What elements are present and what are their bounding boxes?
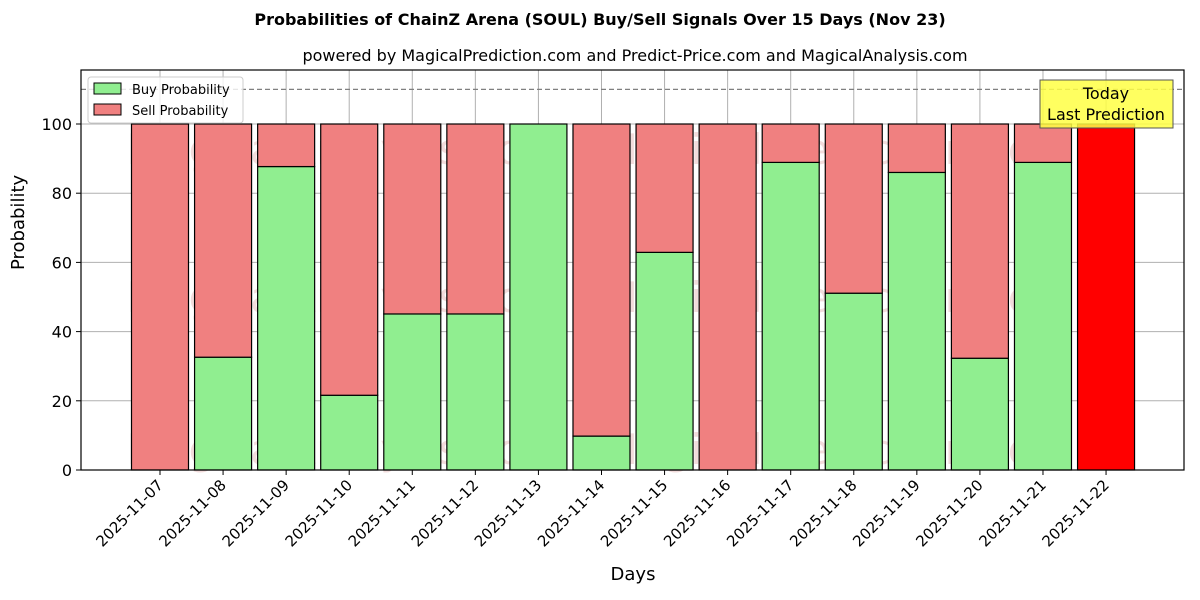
x-tick-label: 2025-11-21 <box>975 476 1049 550</box>
bar-2025-11-08 <box>193 123 253 471</box>
x-tick-label: 2025-11-22 <box>1038 476 1112 550</box>
bar-2025-11-14 <box>572 123 631 471</box>
x-tick-label: 2025-11-13 <box>471 476 545 550</box>
sell-segment <box>320 123 379 396</box>
buy-segment <box>383 313 442 471</box>
bar-2025-11-15 <box>635 123 694 471</box>
bar-2025-11-07 <box>130 123 190 471</box>
y-tick-label: 0 <box>62 461 72 480</box>
buy-segment <box>193 356 253 471</box>
legend-sell-label: Sell Probability <box>132 104 229 119</box>
bar-2025-11-10 <box>320 123 379 471</box>
buy-segment <box>320 394 379 471</box>
sell-segment <box>761 123 820 164</box>
y-tick-label: 20 <box>52 392 72 411</box>
bar-2025-11-11 <box>383 123 442 471</box>
buy-segment <box>635 251 694 471</box>
x-tick-label: 2025-11-09 <box>219 476 293 550</box>
annotation-line1: Today <box>1082 84 1129 103</box>
sell-segment <box>950 123 1010 359</box>
chart-subtitle: powered by MagicalPrediction.com and Pre… <box>302 46 968 65</box>
sell-segment <box>1013 123 1073 164</box>
y-tick-label: 40 <box>52 323 72 342</box>
sell-segment <box>824 123 883 294</box>
legend: Buy Probability Sell Probability <box>87 76 244 124</box>
sell-segment <box>1076 123 1136 471</box>
buy-segment <box>572 435 631 471</box>
sell-segment <box>446 123 505 315</box>
sell-segment <box>635 123 694 253</box>
x-tick-label: 2025-11-10 <box>282 476 356 550</box>
bar-2025-11-18 <box>824 123 883 471</box>
sell-segment <box>698 123 757 471</box>
bar-2025-11-22 <box>1076 123 1136 471</box>
sell-segment <box>193 123 253 358</box>
x-tick-label: 2025-11-07 <box>92 476 166 550</box>
sell-segment <box>572 123 631 437</box>
bar-2025-11-13 <box>509 123 568 471</box>
x-tick-label: 2025-11-19 <box>849 476 923 550</box>
buy-segment <box>824 292 883 471</box>
buy-segment <box>509 123 568 471</box>
buy-segment <box>446 313 505 471</box>
sell-segment <box>257 123 316 168</box>
sell-segment <box>383 123 442 315</box>
x-tick-label: 2025-11-08 <box>156 476 230 550</box>
bar-2025-11-16 <box>698 123 757 471</box>
today-annotation: Today Last Prediction <box>1039 79 1174 129</box>
legend-buy-swatch <box>93 82 122 95</box>
x-tick-label: 2025-11-17 <box>723 476 797 550</box>
y-tick-label: 100 <box>41 115 72 134</box>
x-tick-label: 2025-11-11 <box>345 476 419 550</box>
bar-2025-11-12 <box>446 123 505 471</box>
legend-sell-swatch <box>93 103 122 116</box>
sell-segment <box>130 123 190 471</box>
bar-2025-11-17 <box>761 123 820 471</box>
annotation-line2: Last Prediction <box>1047 105 1165 124</box>
y-tick-label: 80 <box>52 184 72 203</box>
x-tick-label: 2025-11-16 <box>660 476 734 550</box>
x-tick-label: 2025-11-14 <box>534 476 608 550</box>
x-tick-label: 2025-11-15 <box>597 476 671 550</box>
bar-2025-11-21 <box>1013 123 1073 471</box>
buy-segment <box>887 171 946 471</box>
x-tick-label: 2025-11-20 <box>912 476 986 550</box>
buy-segment <box>950 357 1010 471</box>
chart-title: Probabilities of ChainZ Arena (SOUL) Buy… <box>254 10 946 29</box>
bar-2025-11-20 <box>950 123 1010 471</box>
bar-2025-11-09 <box>257 123 316 471</box>
sell-segment <box>887 123 946 174</box>
buy-segment <box>1013 161 1073 471</box>
bar-2025-11-19 <box>887 123 946 471</box>
x-tick-label: 2025-11-12 <box>408 476 482 550</box>
bars <box>130 123 1136 471</box>
x-tick-label: 2025-11-18 <box>786 476 860 550</box>
x-axis-label: Days <box>611 564 656 585</box>
y-tick-label: 60 <box>52 253 72 272</box>
buy-segment <box>761 161 820 471</box>
buy-segment <box>257 165 316 471</box>
legend-buy-label: Buy Probability <box>132 83 230 98</box>
